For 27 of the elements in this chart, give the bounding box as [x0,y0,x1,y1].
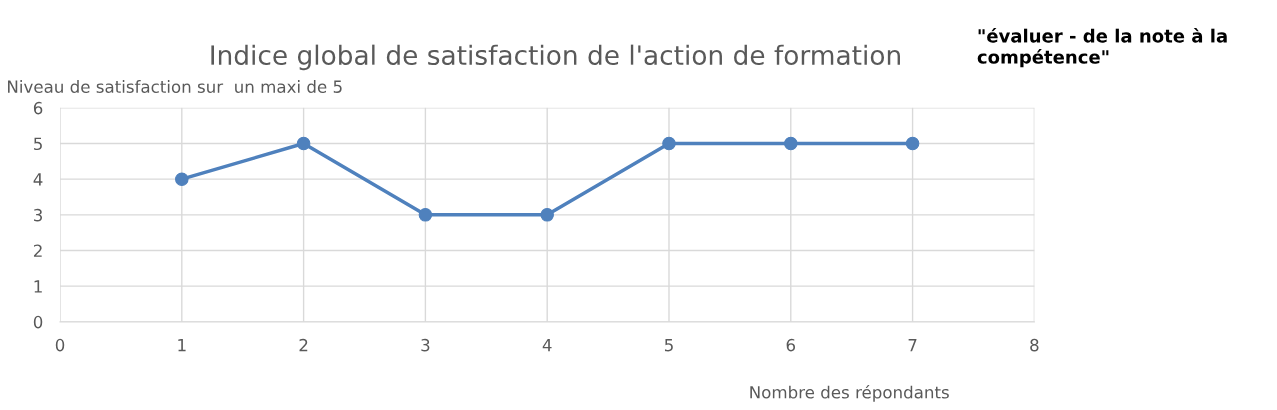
point [540,208,554,222]
point [784,136,798,151]
x-tick-label: 6 [786,338,796,352]
x-tick-label: 8 [1030,338,1039,352]
x-axis-title: Nombre des répondants [750,385,949,402]
chart-title: Indice global de satisfaction de l'action de formation [211,44,900,71]
point [418,208,433,222]
y-tick-label: 0 [33,315,43,329]
point [175,172,189,186]
y-tick-label: 4 [33,173,43,186]
x-tick-label: 5 [664,339,673,352]
y-tick-label: 6 [33,101,43,115]
x-tick-label: 7 [908,339,917,352]
y-tick-label: 5 [34,137,42,151]
point [905,136,920,151]
y-tick-label: 1 [34,280,42,293]
x-tick-label: 4 [542,339,552,352]
x-tick-label: 3 [421,338,430,352]
x-tick-label: 0 [55,338,65,352]
x-tick-label: 2 [299,338,308,352]
y-axis-title: Niveau de satisfaction sur un maxi de 5 [8,80,342,93]
x-tick-label: 1 [178,339,186,352]
y-tick-label: 2 [33,244,42,257]
y-tick-label: 3 [34,208,43,222]
point [296,136,311,151]
text: "évaluer - de la note à la compétence" [977,27,1227,68]
point [662,136,676,151]
